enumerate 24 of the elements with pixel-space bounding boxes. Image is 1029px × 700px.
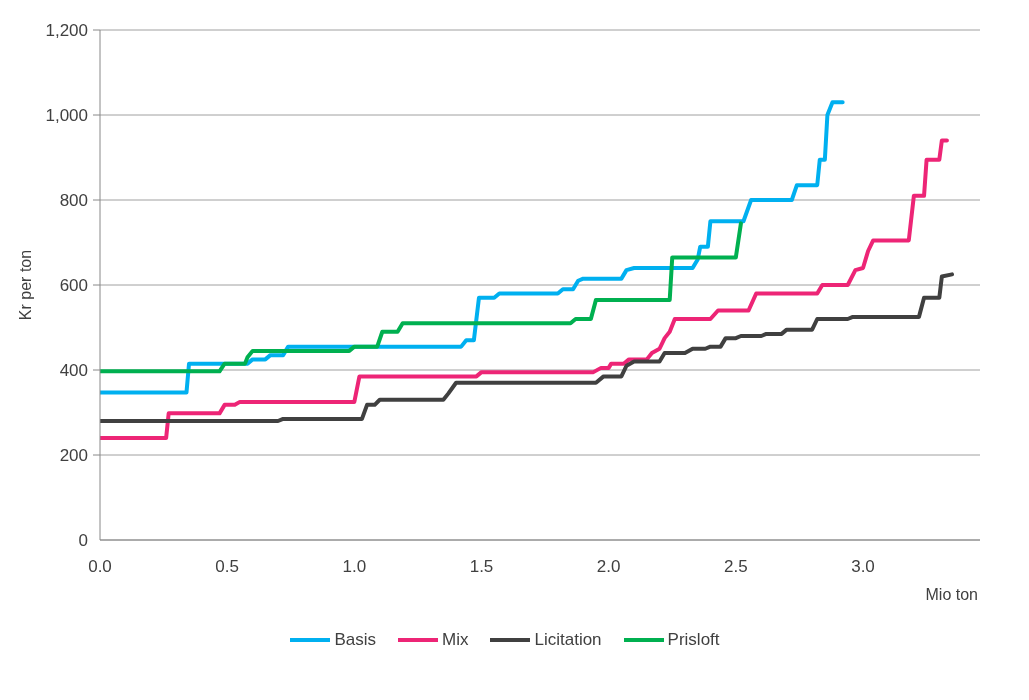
line-series — [100, 221, 743, 374]
y-tick-label: 1,200 — [45, 21, 88, 40]
y-tick-label: 800 — [59, 191, 88, 210]
legend-label: Mix — [442, 630, 469, 650]
y-tick-label: 600 — [59, 276, 88, 295]
legend-label: Basis — [334, 630, 377, 650]
x-tick-label: 2.0 — [596, 557, 621, 577]
x-tick-label: 0.5 — [215, 557, 239, 577]
y-axis-title: Kr per ton — [16, 249, 34, 321]
legend-label: Licitation — [534, 630, 602, 650]
line-series — [100, 100, 845, 395]
line-series — [100, 272, 955, 423]
y-tick-label: 200 — [59, 446, 88, 465]
x-axis-title: Mio ton — [925, 586, 978, 603]
x-tick-label: 0.0 — [88, 557, 112, 577]
line-series — [100, 138, 949, 440]
y-tick-label: 400 — [59, 361, 88, 380]
x-tick-label: 3.0 — [851, 557, 875, 577]
y-tick-label: 1,000 — [45, 106, 88, 125]
legend-label: Prisloft — [667, 630, 720, 650]
y-tick-label: 0 — [78, 531, 88, 550]
x-tick-label: 1.0 — [342, 557, 367, 577]
x-tick-label: 1.5 — [469, 557, 494, 577]
x-tick-label: 2.5 — [724, 557, 748, 577]
